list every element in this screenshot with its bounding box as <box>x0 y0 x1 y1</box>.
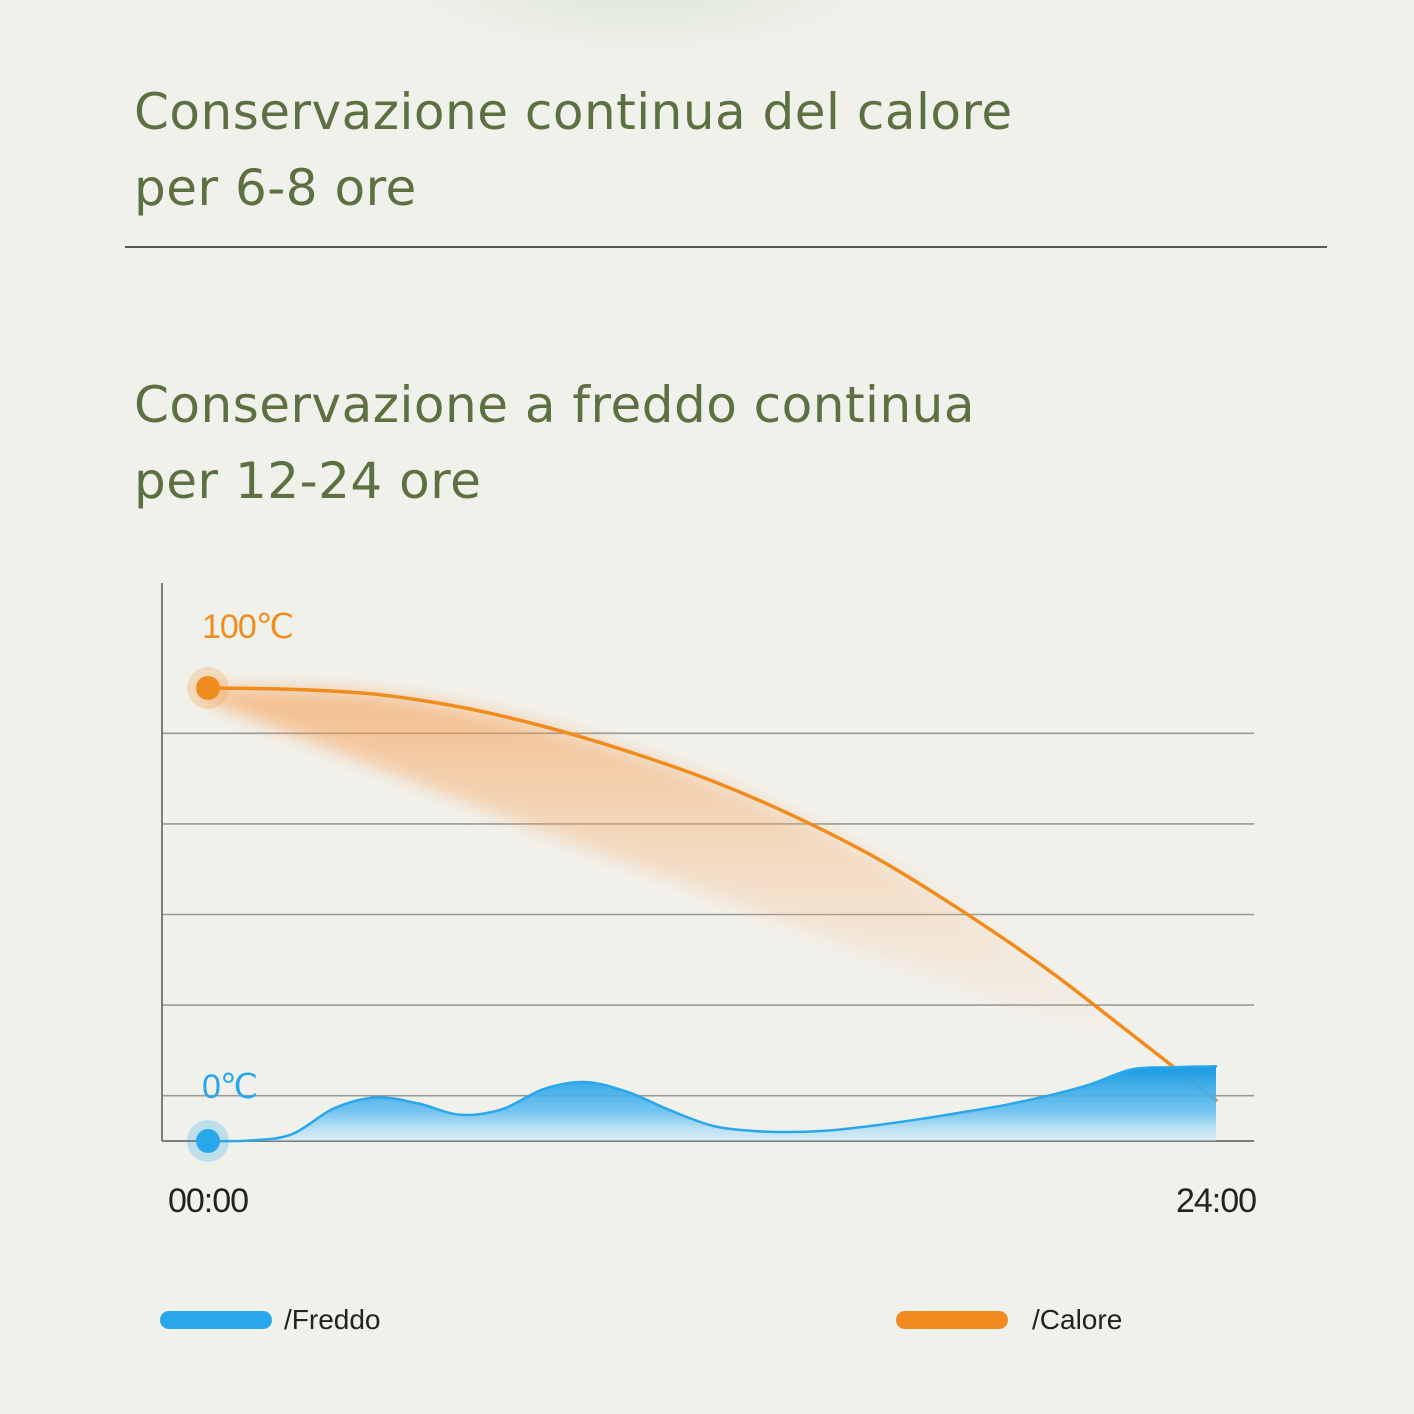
legend-label-freddo: /Freddo <box>284 1304 381 1335</box>
freddo-start-point <box>196 1129 220 1153</box>
calore-start-label: 100℃ <box>202 608 293 646</box>
calore-series-line <box>206 686 1218 1102</box>
temperature-chart: 100℃ 0℃ 00:00 24:00 <box>161 583 1257 1220</box>
legend-swatch-calore <box>896 1311 1008 1329</box>
legend-item-calore: /Calore <box>896 1300 1122 1340</box>
freddo-start-label: 0℃ <box>202 1068 257 1106</box>
legend-label-calore: /Calore <box>1032 1304 1123 1335</box>
heat-retention-heading-line-1: Conservazione continua del calore <box>134 83 1013 141</box>
x-tick-label-1: 00:00 <box>168 1182 248 1220</box>
calore-start-point <box>196 676 220 700</box>
top-background-glow <box>380 0 900 60</box>
x-tick-label-2: 24:00 <box>1176 1182 1256 1220</box>
chart-tick-labels: 100℃ 0℃ 00:00 24:00 <box>168 608 1257 1220</box>
heat-retention-heading: Conservazione continua del calore per 6-… <box>134 74 1013 226</box>
legend-swatch-freddo <box>160 1311 272 1329</box>
freddo-series-area <box>208 1066 1216 1142</box>
chart-series <box>187 667 1218 1162</box>
cold-retention-heading-line-1: Conservazione a freddo continua <box>134 376 975 434</box>
freddo-series-line <box>206 1065 1218 1143</box>
legend-item-freddo: /Freddo <box>160 1300 381 1340</box>
cold-retention-heading: Conservazione a freddo continua per 12-2… <box>134 367 975 519</box>
heat-retention-heading-line-2: per 6-8 ore <box>134 159 417 217</box>
cold-retention-heading-line-2: per 12-24 ore <box>134 452 482 510</box>
calore-series-area <box>208 688 1216 1101</box>
section-divider <box>125 246 1327 248</box>
